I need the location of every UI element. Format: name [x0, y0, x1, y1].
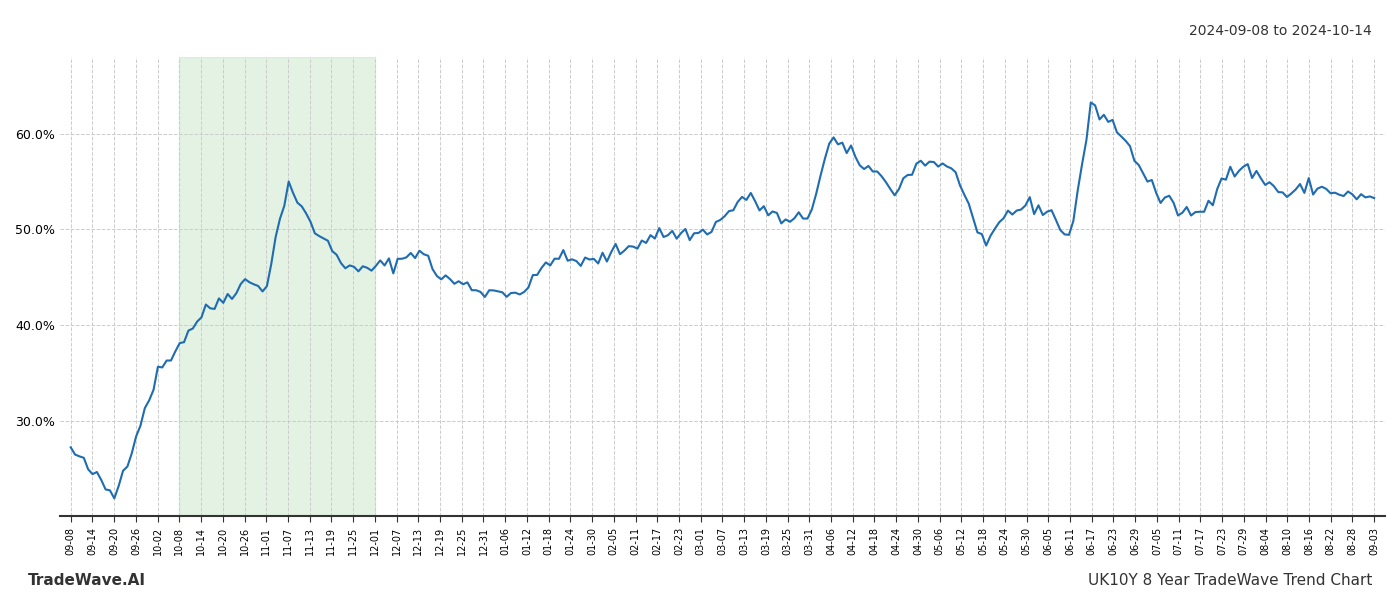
Text: UK10Y 8 Year TradeWave Trend Chart: UK10Y 8 Year TradeWave Trend Chart [1088, 573, 1372, 588]
Text: 2024-09-08 to 2024-10-14: 2024-09-08 to 2024-10-14 [1189, 24, 1372, 38]
Bar [179, 57, 375, 516]
Text: TradeWave.AI: TradeWave.AI [28, 573, 146, 588]
